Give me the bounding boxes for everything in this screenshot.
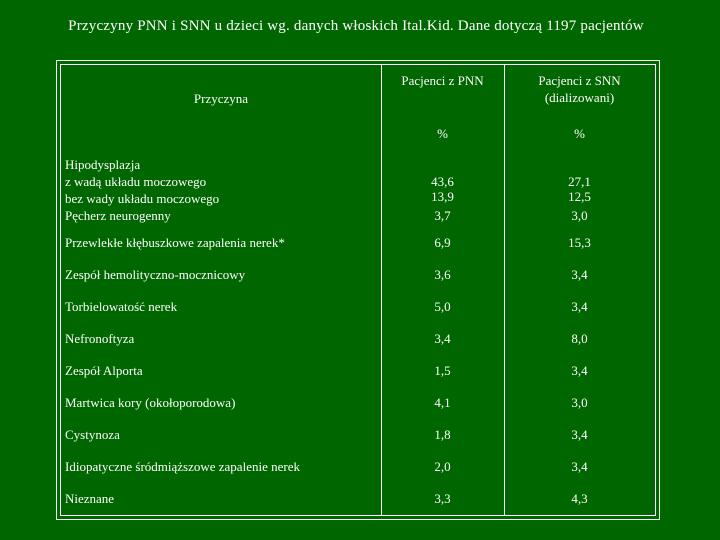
row-snn-value: 3,4 (571, 299, 588, 314)
row-snn-value: 3,4 (571, 363, 588, 378)
group-pnn-value: 43,6 (431, 174, 454, 189)
row-cause: Cystynoza (65, 427, 120, 442)
row-snn-value: 3,0 (571, 395, 588, 410)
row-snn-value: 3,4 (571, 459, 588, 474)
column-divider (504, 65, 505, 515)
row-pnn-value: 3,4 (434, 331, 451, 346)
row-cause: Torbielowatość nerek (65, 299, 178, 314)
row-pnn-value: 5,0 (434, 299, 451, 314)
header-cause: Przyczyna (193, 91, 249, 106)
header-snn-unit: % (574, 126, 585, 141)
row-cause: Zespół hemolityczno-mocznicowy (65, 267, 246, 282)
group-pnn-value: 3,7 (434, 208, 451, 223)
group-snn-value: 12,5 (568, 189, 591, 204)
row-snn-value: 3,4 (571, 267, 588, 282)
row-pnn-value: 1,5 (434, 363, 451, 378)
row-pnn-value: 2,0 (434, 459, 451, 474)
table-body: Przyczyna Pacjenci z PNN Pacjenci z SNN … (60, 64, 656, 516)
row-cause: Nefronoftyza (65, 331, 135, 346)
column-divider (381, 65, 382, 515)
row-snn-value: 3,4 (571, 427, 588, 442)
row-pnn-value: 6,9 (434, 235, 451, 250)
row-pnn-value: 3,3 (434, 491, 451, 506)
group-pnn-value: 13,9 (431, 189, 454, 204)
row-cause: Przewlekłe kłębuszkowe zapalenia nerek* (65, 235, 285, 250)
row-cause: Martwica kory (okołoporodowa) (65, 395, 236, 410)
header-pnn-unit: % (437, 126, 448, 141)
header-snn-line1: Pacjenci z SNN (538, 73, 621, 88)
header-pnn: Pacjenci z PNN (401, 73, 484, 88)
row-cause: Nieznane (65, 491, 115, 506)
row-pnn-value: 4,1 (434, 395, 451, 410)
row-snn-value: 15,3 (568, 235, 591, 250)
group-snn-value: 27,1 (568, 174, 591, 189)
causes-table: Przyczyna Pacjenci z PNN Pacjenci z SNN … (56, 60, 660, 520)
group-label-neurogenic-bladder: Pęcherz neurogenny (65, 208, 171, 223)
row-snn-value: 8,0 (571, 331, 588, 346)
group-label-hipodysplazja: Hipodysplazja (65, 157, 141, 172)
slide-title: Przyczyny PNN i SNN u dzieci wg. danych … (68, 18, 644, 34)
header-snn-line2: (dializowani) (544, 90, 615, 105)
group-snn-value: 3,0 (571, 208, 588, 223)
row-cause: Zespół Alporta (65, 363, 143, 378)
row-snn-value: 4,3 (571, 491, 588, 506)
row-pnn-value: 1,8 (434, 427, 451, 442)
group-label-with-defect: z wadą układu moczowego (65, 174, 207, 189)
row-pnn-value: 3,6 (434, 267, 451, 282)
row-cause: Idiopatyczne śródmiąższowe zapalenie ner… (65, 459, 300, 474)
group-label-without-defect: bez wady układu moczowego (65, 191, 220, 206)
